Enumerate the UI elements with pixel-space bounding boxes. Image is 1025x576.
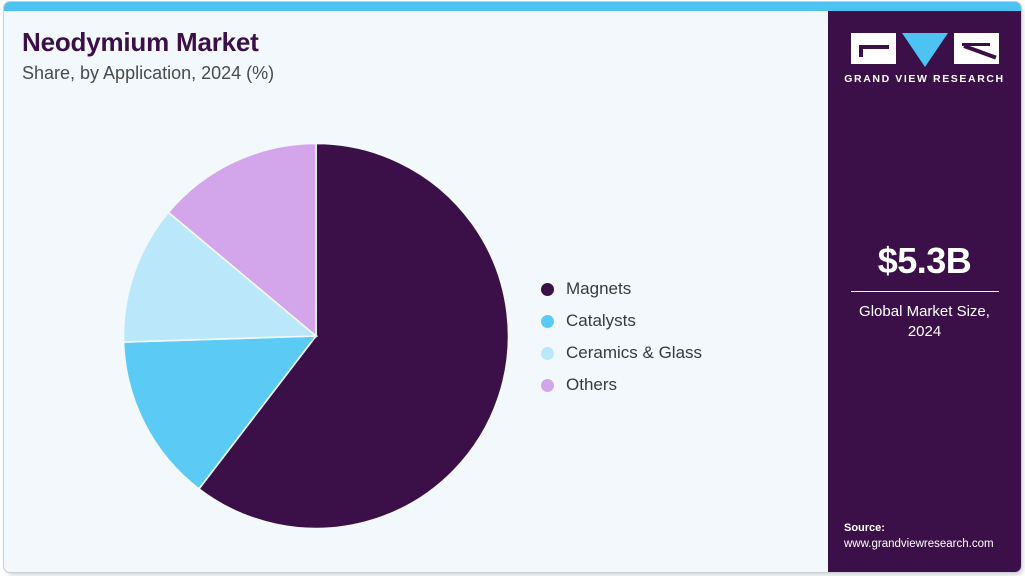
pie-slice-others[interactable]: [167, 143, 317, 338]
market-size-caption: Global Market Size, 2024: [859, 303, 990, 341]
legend-swatch-icon: [541, 378, 554, 392]
side-panel: GRAND VIEW RESEARCH $5.3B Global Market …: [828, 11, 1021, 572]
legend-item-catalysts[interactable]: Catalysts: [541, 305, 702, 337]
chart-legend: Magnets Catalysts Ceramics & Glass Other…: [541, 273, 702, 401]
logo-wordmark: GRAND VIEW RESEARCH: [844, 73, 1005, 85]
stat-divider: [850, 291, 999, 292]
pie-slice-ceramics-and-glass[interactable]: [123, 211, 319, 343]
legend-item-others[interactable]: Others: [541, 369, 702, 401]
source-block: Source: www.grandviewresearch.com: [844, 521, 1021, 552]
brand-logo[interactable]: GRAND VIEW RESEARCH: [828, 33, 1021, 85]
logo-g-icon: [850, 33, 896, 64]
chart-main-area: Neodymium Market Share, by Application, …: [4, 11, 824, 572]
legend-label: Ceramics & Glass: [566, 343, 703, 362]
market-size-stat: $5.3B Global Market Size, 2024: [828, 243, 1021, 343]
top-accent-bar: [4, 2, 1021, 11]
market-size-value: $5.3B: [877, 240, 972, 281]
chart-card: Neodymium Market Share, by Application, …: [4, 2, 1021, 572]
pie-slice-catalysts[interactable]: [123, 335, 318, 490]
logo-marks: [828, 33, 1021, 67]
logo-r-icon: [953, 33, 999, 64]
page-subtitle: Share, by Application, 2024 (%): [22, 62, 275, 83]
pie-chart-svg: [123, 143, 509, 529]
title-group: Neodymium Market Share, by Application, …: [22, 28, 274, 84]
legend-swatch-icon: [541, 346, 554, 360]
legend-item-magnets[interactable]: Magnets: [541, 273, 702, 305]
source-url[interactable]: www.grandviewresearch.com: [844, 537, 994, 550]
pie-chart: [123, 143, 509, 529]
legend-swatch-icon: [541, 282, 554, 296]
legend-label: Magnets: [566, 279, 632, 298]
source-label: Source:: [844, 521, 885, 534]
legend-swatch-icon: [541, 314, 554, 328]
pie-slice-magnets[interactable]: [197, 143, 509, 529]
legend-item-ceramics-and-glass[interactable]: Ceramics & Glass: [541, 337, 702, 369]
legend-label: Catalysts: [566, 311, 636, 330]
page-title: Neodymium Market: [22, 27, 259, 57]
legend-label: Others: [566, 375, 618, 394]
logo-v-triangle-icon: [901, 33, 948, 67]
